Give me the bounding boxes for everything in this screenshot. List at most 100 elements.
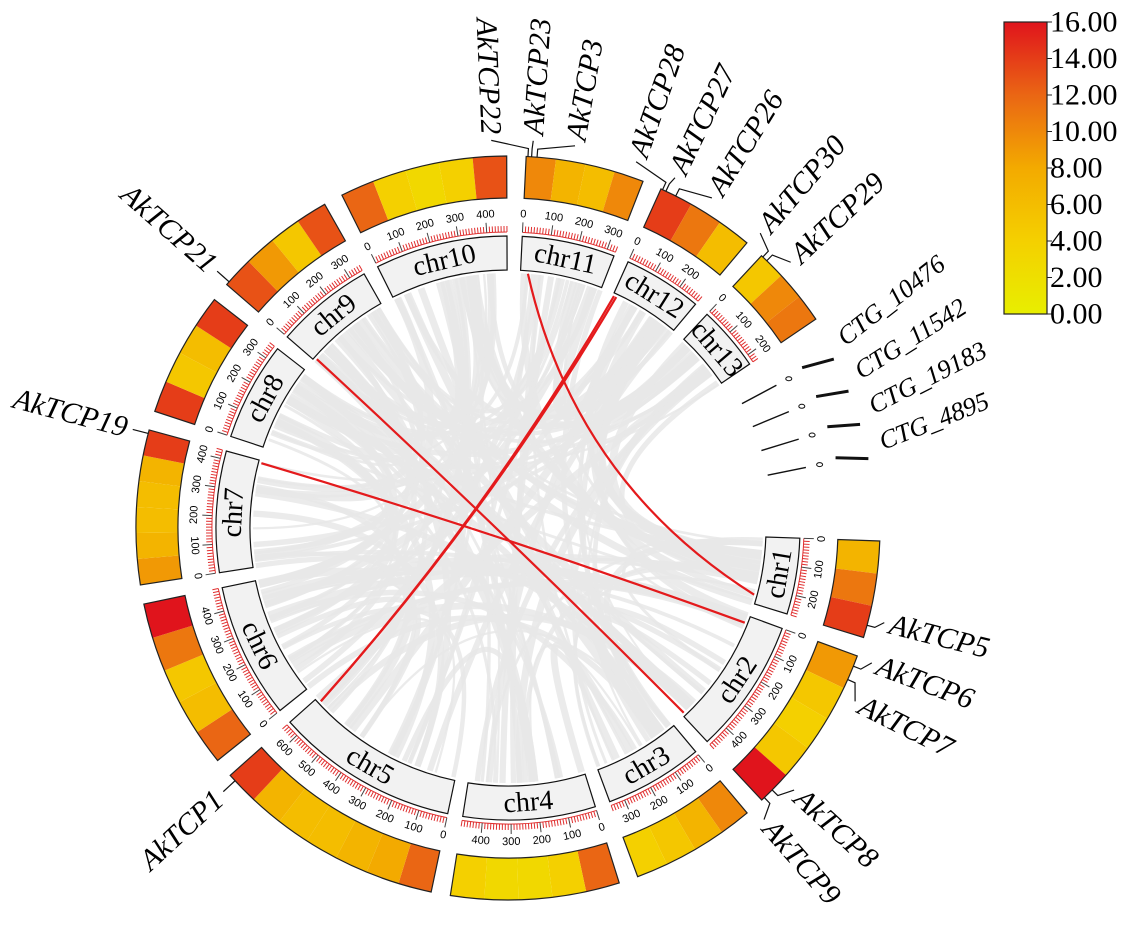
density-bin xyxy=(179,325,232,373)
gene-AkTCP22: AkTCP22 xyxy=(469,15,530,157)
tick xyxy=(639,257,644,264)
tick xyxy=(386,251,390,258)
density-track-outline xyxy=(622,779,748,878)
tick xyxy=(791,611,798,615)
tick xyxy=(664,271,669,278)
gene-pointer xyxy=(222,780,236,793)
density-bin xyxy=(835,539,880,574)
tick xyxy=(208,488,215,491)
tick xyxy=(235,397,242,401)
tick xyxy=(372,792,377,799)
tick xyxy=(265,346,272,352)
tick xyxy=(559,819,562,826)
tick xyxy=(341,275,346,282)
tick-label: 0 xyxy=(704,762,716,775)
tick xyxy=(208,491,215,494)
tick xyxy=(378,795,382,802)
tick-label: 100 xyxy=(562,828,582,844)
gene-pointer xyxy=(635,161,667,190)
tick xyxy=(323,761,328,768)
tick xyxy=(222,430,229,433)
synteny-link xyxy=(274,383,720,469)
tick xyxy=(684,765,689,771)
tick xyxy=(294,737,300,743)
duplication-link xyxy=(526,273,755,596)
tick xyxy=(797,589,804,592)
tick-label: 400 xyxy=(471,834,490,848)
chromosome-chr11: chr11 0 100 200 300 xyxy=(519,155,644,289)
tick xyxy=(742,707,748,713)
density-bin xyxy=(577,842,620,892)
tick xyxy=(427,813,431,820)
tick xyxy=(618,802,622,809)
density-bin xyxy=(336,820,383,873)
tick xyxy=(802,555,809,557)
gene-pointer xyxy=(766,254,791,263)
background-synteny-links xyxy=(252,273,763,784)
tick xyxy=(304,747,310,753)
tick xyxy=(590,237,593,244)
synteny-link xyxy=(572,363,705,764)
tick xyxy=(252,366,259,371)
tick xyxy=(358,264,363,271)
tick xyxy=(539,822,542,833)
tick xyxy=(228,413,235,417)
density-bin xyxy=(438,157,477,204)
tick xyxy=(425,812,428,819)
tick xyxy=(222,624,229,628)
tick xyxy=(476,227,479,234)
tick xyxy=(686,287,691,293)
tick xyxy=(226,635,233,639)
tick xyxy=(660,268,664,275)
tick xyxy=(267,344,273,349)
tick xyxy=(779,645,786,649)
tick xyxy=(737,336,743,342)
tick xyxy=(693,758,698,764)
tick xyxy=(207,555,214,558)
density-track-outline xyxy=(341,155,508,234)
synteny-link xyxy=(306,615,660,737)
density-track-outline xyxy=(642,188,748,276)
tick xyxy=(709,744,715,750)
tick-label: 500 xyxy=(296,758,318,779)
density-bin xyxy=(830,568,878,606)
tick xyxy=(725,727,734,736)
tick xyxy=(595,239,599,246)
tick xyxy=(727,725,733,731)
tick xyxy=(660,781,665,788)
tick xyxy=(214,599,221,602)
tick xyxy=(455,226,459,237)
tick xyxy=(256,691,262,696)
tick xyxy=(765,673,771,678)
tick xyxy=(790,614,797,618)
tick xyxy=(614,246,619,253)
tick-label: 400 xyxy=(320,777,342,797)
gene-pointer xyxy=(531,140,534,157)
tick xyxy=(297,310,303,316)
tick xyxy=(669,275,674,281)
tick xyxy=(733,718,739,724)
tick xyxy=(444,232,448,239)
density-bin xyxy=(179,682,233,733)
tick-label: 100 xyxy=(782,653,801,675)
tick xyxy=(217,607,224,611)
tick xyxy=(289,735,298,743)
synteny-link xyxy=(319,354,704,695)
tick xyxy=(251,684,258,689)
tick xyxy=(212,588,219,591)
tick xyxy=(550,225,554,236)
tick xyxy=(798,583,805,586)
gene-pointer xyxy=(216,270,230,283)
tick xyxy=(307,749,312,755)
tick xyxy=(375,256,379,263)
synteny-link xyxy=(255,555,722,672)
tick-label: 100 xyxy=(674,777,696,797)
density-bin xyxy=(791,670,844,719)
tick xyxy=(565,818,568,825)
tick xyxy=(800,569,808,572)
tick xyxy=(650,787,656,797)
tick xyxy=(729,325,738,333)
tick xyxy=(281,327,287,333)
